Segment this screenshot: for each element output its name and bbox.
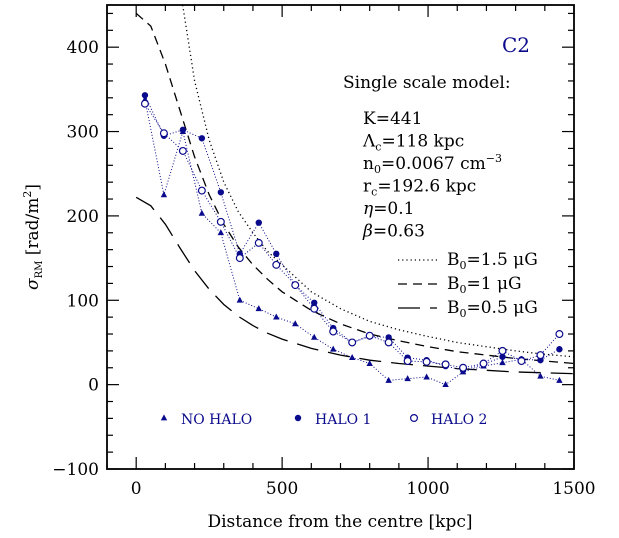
tick-labels: 0 500 1000 1500 −100 0 100 200 300 400	[52, 38, 595, 499]
legend-marker-label: HALO 1	[315, 412, 371, 428]
legend-marker-label: NO HALO	[181, 412, 252, 428]
data-point-triangle	[198, 209, 206, 216]
data-point-open-circle	[291, 281, 300, 290]
data-point-open-circle	[498, 346, 507, 355]
x-tick-label: 500	[266, 479, 298, 499]
plot-content	[135, 5, 574, 388]
panel-label: C2	[502, 33, 530, 57]
data-point-triangle	[442, 381, 449, 388]
data-point-open-circle	[254, 238, 263, 247]
data-point-open-circle	[197, 186, 206, 195]
model-curve-dotted	[182, 5, 574, 358]
data-point-open-circle	[235, 254, 244, 263]
data-point-open-circle	[310, 304, 319, 313]
series-filled-circle	[141, 92, 563, 374]
y-tick-label: 0	[88, 376, 99, 396]
x-tick-label: 0	[131, 479, 142, 499]
data-point-triangle	[423, 373, 430, 380]
data-point-triangle	[273, 313, 280, 320]
y-tick-label: 300	[67, 123, 99, 143]
model-curve-short-dash	[135, 12, 574, 365]
data-point-open-circle	[159, 129, 168, 138]
data-point-triangle	[499, 359, 506, 366]
series-line-open-circle	[144, 103, 560, 369]
x-axis-label: Distance from the centre [kpc]	[207, 512, 472, 532]
x-tick-label: 1000	[406, 479, 449, 499]
data-point-open-circle	[365, 331, 374, 340]
data-point-open-circle	[479, 359, 488, 368]
data-point-open-circle	[441, 360, 450, 369]
data-point-open-circle	[517, 357, 526, 366]
data-point-filled-circle	[255, 219, 262, 226]
marker-legend: NO HALO HALO 1 HALO 2	[160, 412, 487, 428]
y-tick-label: 100	[67, 291, 99, 311]
model-param: η=0.1	[363, 199, 414, 219]
data-point-filled-circle	[499, 353, 506, 360]
y-tick-label: 400	[67, 38, 99, 58]
model-curve-long-dash	[135, 196, 574, 375]
data-point-filled-circle	[198, 135, 206, 142]
data-point-triangle	[292, 320, 299, 327]
data-point-triangle	[404, 375, 411, 382]
legend-marker-filled-circle	[294, 414, 302, 422]
data-point-open-circle	[422, 357, 431, 366]
data-point-filled-circle	[556, 346, 563, 353]
data-point-open-circle	[348, 338, 357, 347]
y-tick-label: −100	[52, 460, 99, 480]
data-point-open-circle	[178, 146, 187, 155]
data-point-triangle	[160, 191, 168, 198]
model-param: Λc=118 kpc	[362, 132, 464, 154]
data-point-open-circle	[216, 217, 225, 226]
series-line-filled-circle	[144, 95, 560, 371]
axis-ticks	[106, 5, 575, 470]
data-point-open-circle	[329, 327, 338, 336]
data-point-open-circle	[536, 351, 545, 360]
data-point-open-circle	[403, 357, 412, 366]
data-point-triangle	[385, 376, 392, 383]
data-point-triangle	[348, 354, 356, 361]
data-point-open-circle	[459, 363, 468, 372]
legend-label: B0=1.5 μG	[447, 250, 538, 272]
data-point-triangle	[217, 229, 225, 236]
legend-marker-label: HALO 2	[431, 412, 487, 428]
model-title: Single scale model:	[343, 73, 511, 93]
data-point-filled-circle	[141, 92, 149, 99]
model-parameters: Single scale model: K=441 Λc=118 kpcn0=0.0…	[343, 73, 511, 242]
model-param: K=441	[363, 109, 422, 129]
legend-label: B0=0.5 μG	[447, 298, 538, 320]
data-point-open-circle	[555, 330, 564, 339]
data-point-triangle	[255, 305, 262, 312]
data-point-open-circle	[272, 260, 281, 269]
y-axis-label: σRM [rad/m2]	[21, 184, 45, 290]
model-param: β=0.63	[362, 222, 425, 242]
series-open-circle	[140, 99, 564, 372]
legend-label: B0=1 μG	[447, 274, 522, 296]
y-tick-label: 200	[67, 207, 99, 227]
model-param: n0=0.0067 cm−3	[363, 152, 502, 176]
x-tick-label: 1500	[552, 479, 595, 499]
data-point-filled-circle	[179, 126, 187, 134]
data-point-filled-circle	[273, 250, 280, 258]
data-point-filled-circle	[311, 299, 318, 307]
data-point-open-circle	[384, 338, 393, 347]
data-point-filled-circle	[217, 189, 225, 196]
data-point-open-circle	[140, 99, 149, 108]
data-point-triangle	[236, 296, 244, 303]
data-point-triangle	[311, 333, 318, 340]
data-point-triangle	[556, 376, 563, 383]
model-param: rc=192.6 kpc	[363, 177, 476, 199]
data-point-triangle	[330, 345, 337, 352]
data-point-triangle	[366, 359, 373, 366]
data-point-triangle	[537, 372, 544, 379]
legend-marker-triangle	[160, 414, 168, 421]
legend-marker-open-circle	[410, 414, 419, 423]
